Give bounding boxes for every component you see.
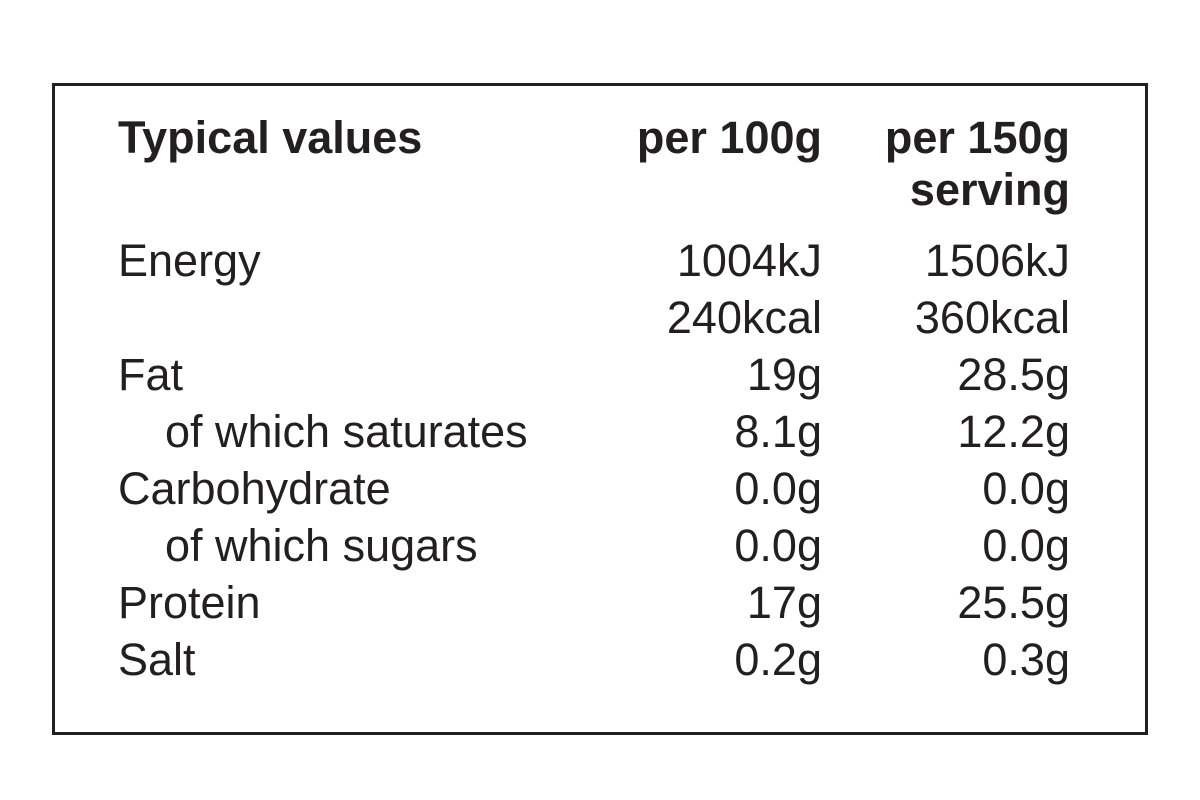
row-value-per-100g: 17g [746, 577, 822, 628]
row-value-per-150g: 12.2g [957, 406, 1070, 457]
row-label: Energy [118, 235, 261, 286]
table-row-salt: Salt 0.2g 0.3g [118, 631, 1070, 688]
table-row-energy-kcal: 240kcal 360kcal [118, 289, 1070, 346]
header-typical-values: Typical values [118, 112, 423, 163]
row-label: of which saturates [165, 406, 528, 457]
table-row-saturates: of which saturates 8.1g 12.2g [118, 403, 1070, 460]
row-value-per-150g: 0.0g [982, 463, 1070, 514]
row-value-per-150g: 0.3g [982, 634, 1070, 685]
row-label: Salt [118, 634, 196, 685]
row-value-per-100g: 0.0g [734, 463, 822, 514]
row-value-per-100g: 19g [746, 349, 822, 400]
table-header-row: Typical values per 100g per 150g serving [118, 112, 1070, 216]
table-row-protein: Protein 17g 25.5g [118, 574, 1070, 631]
row-value-per-150g: 28.5g [957, 349, 1070, 400]
row-value-per-150g: 25.5g [957, 577, 1070, 628]
row-value-per-150g: 360kcal [914, 292, 1070, 343]
header-per-100g: per 100g [636, 112, 822, 163]
row-label: Fat [118, 349, 184, 400]
row-value-per-100g: 0.0g [734, 520, 822, 571]
nutrition-label-box: Typical values per 100g per 150g serving… [52, 83, 1148, 735]
table-row-carbohydrate: Carbohydrate 0.0g 0.0g [118, 460, 1070, 517]
header-per-150g-serving: per 150g serving [822, 112, 1070, 216]
row-value-per-100g: 8.1g [734, 406, 822, 457]
header-per-150g-line1: per 150g [884, 112, 1070, 163]
row-value-per-150g: 0.0g [982, 520, 1070, 571]
row-label: Protein [118, 577, 261, 628]
row-label: of which sugars [165, 520, 478, 571]
row-label: Carbohydrate [118, 463, 391, 514]
row-value-per-100g: 0.2g [734, 634, 822, 685]
table-row-fat: Fat 19g 28.5g [118, 346, 1070, 403]
header-per-150g-line2: serving [909, 164, 1070, 215]
row-value-per-100g: 1004kJ [676, 235, 822, 286]
row-value-per-100g: 240kcal [666, 292, 822, 343]
table-row-sugars: of which sugars 0.0g 0.0g [118, 517, 1070, 574]
nutrition-table: Typical values per 100g per 150g serving… [55, 86, 1145, 688]
table-row-energy: Energy 1004kJ 1506kJ [118, 232, 1070, 289]
row-value-per-150g: 1506kJ [924, 235, 1070, 286]
